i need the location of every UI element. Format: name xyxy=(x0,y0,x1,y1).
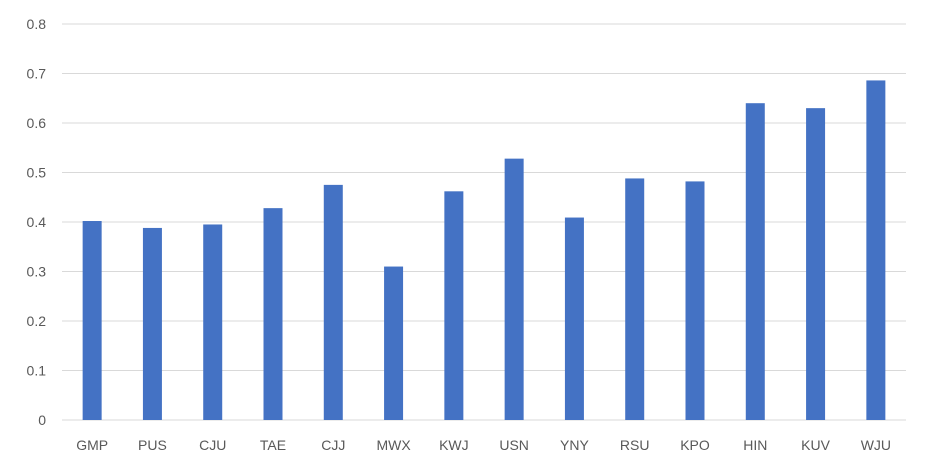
bar-series xyxy=(82,80,886,421)
y-tick-label: 0 xyxy=(38,412,46,428)
x-tick-label: KWJ xyxy=(439,437,469,453)
bar-kuv xyxy=(806,108,826,421)
x-axis: GMP PUS CJU TAE CJJ MWX KWJ USN YNY RSU KPO HIN KUV W… xyxy=(76,437,891,453)
gridlines xyxy=(62,23,906,421)
y-axis: 0 0.1 0.2 0.3 0.4 0.5 0.6 0.7 0.8 xyxy=(27,16,47,428)
x-tick-label: RSU xyxy=(620,437,650,453)
y-tick-label: 0.5 xyxy=(27,165,47,181)
bar-gmp xyxy=(82,221,102,420)
y-tick-label: 0.4 xyxy=(27,214,47,230)
bar-pus xyxy=(142,227,162,420)
y-tick-label: 0.3 xyxy=(27,264,47,280)
y-tick-label: 0.7 xyxy=(27,66,47,82)
bar-rsu xyxy=(625,178,645,420)
x-tick-label: CJU xyxy=(199,437,226,453)
bar-mwx xyxy=(384,266,404,420)
bar-usn xyxy=(504,158,524,420)
bar-wju xyxy=(866,80,886,421)
x-tick-label: HIN xyxy=(743,437,767,453)
bar-kpo xyxy=(685,181,705,420)
x-tick-label: KPO xyxy=(680,437,710,453)
x-tick-label: GMP xyxy=(76,437,108,453)
x-tick-label: CJJ xyxy=(321,437,345,453)
bar-cjj xyxy=(323,184,343,420)
y-tick-label: 0.8 xyxy=(27,16,47,32)
x-tick-label: KUV xyxy=(801,437,830,453)
bar-yny xyxy=(564,217,584,420)
y-tick-label: 0.1 xyxy=(27,363,47,379)
bar-hin xyxy=(745,103,765,420)
bar-cju xyxy=(203,224,223,420)
y-tick-label: 0.2 xyxy=(27,313,47,329)
bar-kwj xyxy=(444,191,464,420)
x-tick-label: PUS xyxy=(138,437,167,453)
x-tick-label: WJU xyxy=(861,437,891,453)
x-tick-label: USN xyxy=(499,437,529,453)
y-tick-label: 0.6 xyxy=(27,115,47,131)
x-tick-label: YNY xyxy=(560,437,589,453)
x-tick-label: MWX xyxy=(376,437,411,453)
x-tick-label: TAE xyxy=(260,437,286,453)
bar-tae xyxy=(263,208,283,420)
